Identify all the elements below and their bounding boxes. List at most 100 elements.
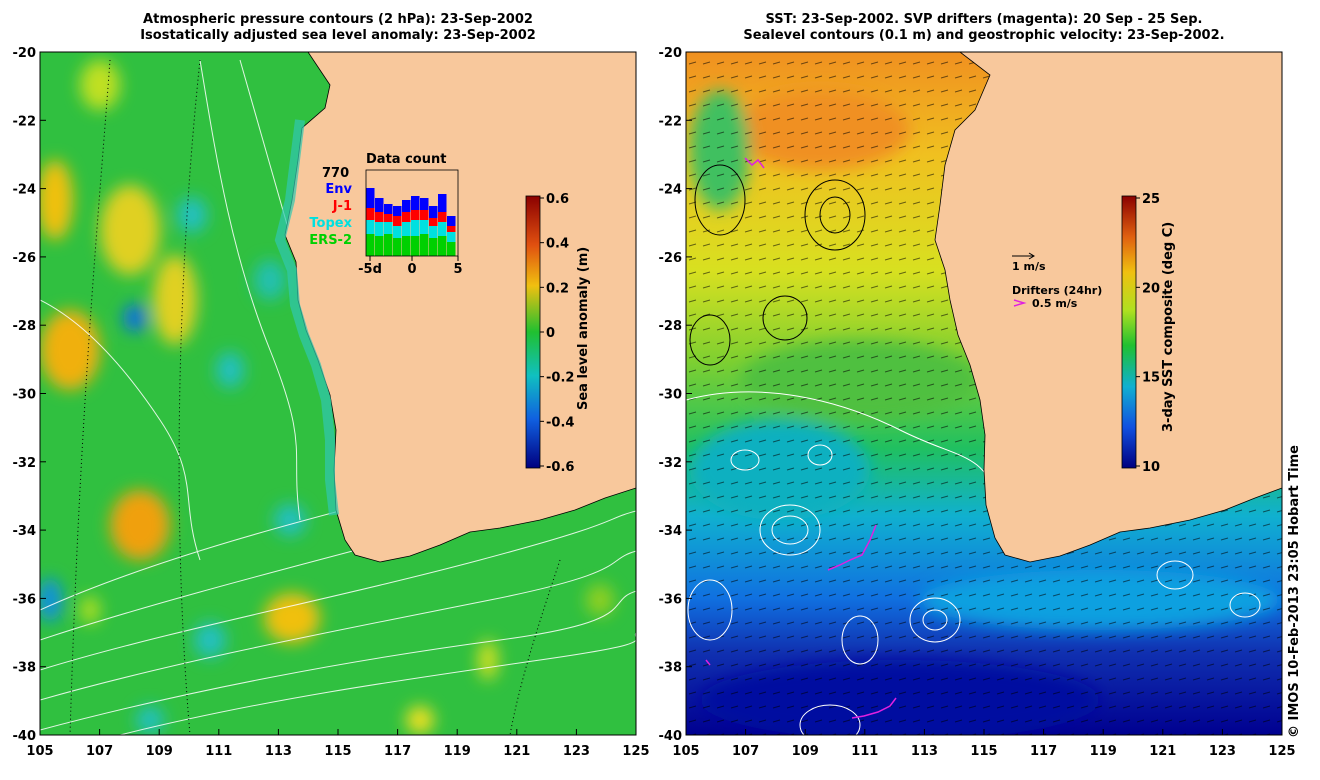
colorbar-tick-label: -0.4: [546, 415, 574, 430]
inset-bar-segment: [429, 238, 438, 256]
x-tick-label: 113: [911, 744, 938, 759]
y-tick-label: -32: [659, 456, 683, 471]
colorbar-tick-label: 25: [1142, 192, 1160, 207]
sla-anomaly-blobs: [40, 60, 614, 734]
x-tick-label: 119: [444, 744, 471, 759]
inset-bar-segment: [384, 204, 393, 214]
x-tick-label: 113: [265, 744, 292, 759]
y-tick-label: -30: [659, 388, 683, 403]
inset-bar-segment: [420, 234, 429, 256]
y-tick-label: -22: [13, 114, 37, 129]
x-tick-label: 115: [970, 744, 997, 759]
colorbar-tick-label: 0: [546, 326, 555, 341]
right-title-line2: Sealevel contours (0.1 m) and geostrophi…: [743, 28, 1225, 43]
y-tick-label: -36: [659, 592, 683, 607]
sla-colorbar: [525, 195, 541, 469]
inset-bar-segment: [366, 220, 375, 234]
x-tick-label: 125: [622, 744, 649, 759]
inset-bar-segment: [402, 200, 411, 212]
inset-legend-item: Topex: [309, 216, 352, 231]
inset-bar-segment: [384, 234, 393, 256]
inset-bar-segment: [429, 206, 438, 218]
inset-legend-item: ERS-2: [309, 233, 352, 248]
inset-bar-segment: [438, 222, 447, 236]
inset-bar-segment: [375, 222, 384, 236]
y-tick-label: -30: [13, 388, 37, 403]
inset-bar-segment: [366, 188, 375, 208]
inset-bar-segment: [384, 214, 393, 222]
left-title-line1: Atmospheric pressure contours (2 hPa): 2…: [143, 12, 533, 27]
inset-bar-segment: [411, 236, 420, 256]
land-right: [934, 52, 1282, 563]
inset-legend: Env J-1 Topex ERS-2: [309, 182, 352, 248]
inset-bar-segment: [420, 198, 429, 210]
right-title-line1: SST: 23-Sep-2002. SVP drifters (magenta)…: [765, 12, 1203, 27]
x-tick-label: 105: [672, 744, 699, 759]
velocity-scale-label: 1 m/s: [1012, 260, 1046, 273]
drifters-label: Drifters (24hr): [1012, 284, 1102, 297]
x-tick-label: 121: [1149, 744, 1176, 759]
inset-bar-segment: [429, 218, 438, 226]
x-tick-label: 107: [86, 744, 113, 759]
y-tick-label: -34: [659, 524, 683, 539]
colorbar-tick-label: -0.6: [546, 460, 574, 475]
right-map: 1 m/s Drifters (24hr) 0.5 m/s: [686, 52, 1282, 735]
inset-bar-segment: [384, 222, 393, 234]
x-tick-label: 119: [1090, 744, 1117, 759]
x-tick-label: 107: [732, 744, 759, 759]
left-map: [40, 52, 636, 735]
drifter-scale-icon: [1013, 299, 1027, 307]
pressure-contours-dotted: [69, 59, 561, 735]
inset-max-label: 770: [322, 166, 349, 181]
y-tick-label: -28: [659, 319, 683, 334]
inset-x-ticks: -5d 0 5: [358, 256, 463, 277]
inset-bars: [366, 188, 456, 256]
inset-bar-segment: [420, 210, 429, 220]
colorbar-tick-label: 15: [1142, 371, 1160, 386]
y-tick-label: -28: [13, 319, 37, 334]
x-tick-label: 123: [563, 744, 590, 759]
drifter-scale-label: 0.5 m/s: [1032, 297, 1078, 310]
y-tick-label: -24: [13, 183, 37, 198]
colorbar-tick-label: -0.2: [546, 371, 574, 386]
inset-bar-segment: [393, 238, 402, 256]
inset-bar-segment: [447, 242, 456, 256]
inset-bar-segment: [411, 210, 420, 220]
inset-title: Data count: [366, 152, 446, 167]
colorbar-tick-label: 0.4: [546, 237, 569, 252]
y-tick-label: -20: [13, 46, 37, 61]
left-axes: 105 107 109 111 113 115 117 119 121 123 125 -20 -22 -…: [13, 46, 650, 759]
credit-text: © IMOS 10-Feb-2013 23:05 Hobart Time: [1287, 445, 1302, 738]
y-tick-label: -38: [13, 661, 37, 676]
inset-legend-item: J-1: [332, 199, 352, 214]
sst-colorbar-label: 3-day SST composite (deg C): [1161, 222, 1176, 432]
drifter-tracks: [705, 157, 897, 719]
inset-bar-segment: [402, 222, 411, 236]
inset-bar-segment: [366, 208, 375, 220]
x-tick-label: 105: [26, 744, 53, 759]
inset-bar-segment: [447, 232, 456, 242]
x-tick-label: 117: [384, 744, 411, 759]
inset-bar-segment: [402, 212, 411, 222]
sealevel-contours: [686, 391, 1261, 735]
y-tick-label: -22: [659, 114, 683, 129]
inset-bar-segment: [393, 216, 402, 226]
right-title: SST: 23-Sep-2002. SVP drifters (magenta)…: [686, 12, 1282, 44]
y-tick-label: -20: [659, 46, 683, 61]
inset-bar-segment: [402, 236, 411, 256]
inset-bar-segment: [393, 226, 402, 238]
inset-bar-segment: [393, 206, 402, 216]
x-tick-label: 121: [503, 744, 530, 759]
inset-tick-label: 5: [453, 262, 462, 277]
y-tick-label: -26: [659, 251, 683, 266]
inset-bar-segment: [438, 194, 447, 212]
y-tick-label: -32: [13, 456, 37, 471]
inset-bar-segment: [447, 216, 456, 226]
sealevel-contours-black: [689, 164, 866, 366]
y-tick-label: -40: [659, 729, 683, 744]
sla-colorbar-ticks: 0.6 0.4 0.2 0 -0.2 -0.4 -0.6: [540, 192, 574, 475]
inset-bar-segment: [375, 212, 384, 222]
colorbar-tick-label: 20: [1142, 281, 1160, 296]
inset-bar-segment: [411, 196, 420, 210]
